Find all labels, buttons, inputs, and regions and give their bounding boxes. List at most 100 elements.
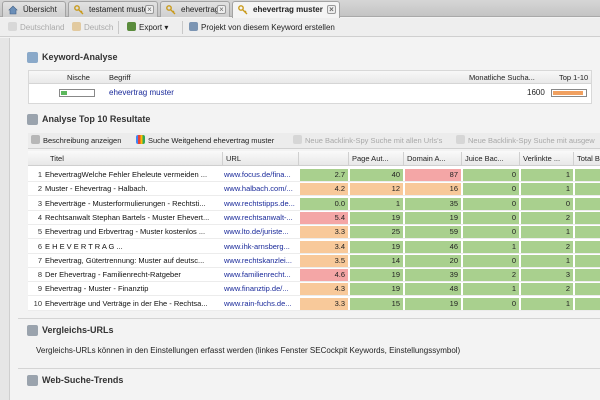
- result-url[interactable]: www.rechtstipps.de...: [224, 198, 295, 208]
- verlinkte-cell: 1: [521, 183, 573, 196]
- juice-backlinks-cell: 0: [463, 169, 519, 181]
- results-table: Titel URL ➚ mozRank Page Aut... Domain A…: [28, 151, 600, 311]
- google-icon: [136, 135, 145, 144]
- mozrank-cell: 3.3: [300, 226, 348, 239]
- flag-icon: [72, 22, 81, 31]
- page-authority-cell: 14: [350, 254, 403, 267]
- result-title: Eheverträge - Musterformulierungen - Rec…: [45, 198, 206, 208]
- result-url[interactable]: www.rechtsanwalt-...: [224, 212, 293, 222]
- juice-backlinks-cell: 0: [463, 211, 519, 224]
- col-page-authority[interactable]: Page Aut...: [352, 154, 389, 163]
- table-row[interactable]: 7 Ehevertrag, Gütertrennung: Muster auf d…: [28, 253, 600, 268]
- beschreibung-button[interactable]: Beschreibung anzeigen: [31, 135, 121, 147]
- juice-backlinks-cell: 2: [463, 269, 519, 282]
- deutsch-button[interactable]: Deutsch: [72, 21, 113, 34]
- tab-bar: Übersicht testament muster × ehevertrag …: [0, 0, 600, 18]
- result-url[interactable]: www.rechtskanzlei...: [224, 255, 292, 265]
- mozrank-cell: 3.4: [300, 240, 348, 253]
- backlink-spy-selected-button[interactable]: Neue Backlink-Spy Suche mit ausgew: [456, 135, 600, 147]
- backlink-spy-all-button[interactable]: Neue Backlink-Spy Suche mit allen Urls's: [293, 135, 442, 147]
- row-number: 8: [37, 270, 42, 280]
- projekt-label: Projekt von diesem Keyword erstellen: [201, 23, 335, 32]
- result-url[interactable]: www.ihk-arnsberg...: [224, 241, 290, 251]
- mozrank-cell: 2.7: [300, 169, 348, 181]
- column-divider: [573, 152, 574, 165]
- chevron-down-icon: ▾: [164, 23, 169, 32]
- monatliche-value: 1600: [527, 88, 545, 97]
- col-titel[interactable]: Titel: [50, 154, 64, 163]
- page-authority-cell: 19: [350, 240, 403, 253]
- tab-ehevertrag[interactable]: ehevertrag ×: [160, 1, 230, 17]
- juice-backlinks-cell: 1: [463, 240, 519, 253]
- tab-testament-muster[interactable]: testament muster ×: [68, 1, 158, 17]
- key-icon: [74, 5, 84, 15]
- export-label: Export: [139, 23, 163, 32]
- section-divider: [18, 318, 600, 319]
- deutschland-button[interactable]: Deutschland: [8, 21, 64, 34]
- total-backlinks-cell: [575, 169, 600, 181]
- result-url[interactable]: www.halbach.com/...: [224, 184, 293, 194]
- col-domain-authority[interactable]: Domain A...: [407, 154, 446, 163]
- table-row[interactable]: 8 Der Ehevertrag - Familienrecht-Ratgeber…: [28, 267, 600, 283]
- total-backlinks-cell: [575, 240, 600, 253]
- result-title: Der Ehevertrag - Familienrecht-Ratgeber: [45, 270, 181, 280]
- begriff-value[interactable]: ehevertrag muster: [109, 88, 174, 97]
- col-verlinkte[interactable]: Verlinkte ...: [523, 154, 561, 163]
- col-total-backlinks[interactable]: Total B: [577, 154, 600, 163]
- projekt-erstellen-button[interactable]: Projekt von diesem Keyword erstellen: [189, 21, 335, 34]
- keyword-table: Nische Begriff Monatliche Sucha... Top 1…: [28, 70, 592, 104]
- nische-bar: [59, 89, 95, 97]
- result-url[interactable]: www.finanztip.de/...: [224, 284, 289, 294]
- col-begriff[interactable]: Begriff: [109, 73, 131, 82]
- backlink1-label: Neue Backlink-Spy Suche mit allen Urls's: [305, 136, 443, 145]
- column-divider: [222, 152, 223, 165]
- tab-ehevertrag-muster[interactable]: ehevertrag muster ×: [232, 1, 340, 18]
- table-row[interactable]: 4 Rechtsanwalt Stephan Bartels - Muster E…: [28, 210, 600, 225]
- close-icon[interactable]: ×: [145, 5, 154, 14]
- toolbar-divider: [182, 21, 183, 34]
- table-row[interactable]: 10 Eheverträge und Verträge in der Ehe - …: [28, 296, 600, 311]
- col-monatliche[interactable]: Monatliche Sucha...: [469, 73, 535, 82]
- domain-authority-cell: 19: [405, 211, 461, 224]
- col-top[interactable]: Top 1-10: [559, 73, 589, 82]
- link-icon: [293, 135, 302, 144]
- domain-authority-cell: 87: [405, 169, 461, 181]
- close-icon[interactable]: ×: [217, 5, 226, 14]
- key-icon: [166, 5, 176, 15]
- col-nische[interactable]: Nische: [67, 73, 90, 82]
- result-url[interactable]: www.rain-fuchs.de...: [224, 298, 292, 308]
- result-url[interactable]: www.focus.de/fina...: [224, 170, 291, 179]
- col-url[interactable]: URL: [226, 154, 242, 163]
- total-backlinks-cell: [575, 269, 600, 282]
- domain-authority-cell: 20: [405, 254, 461, 267]
- table-row[interactable]: 2 Muster - Ehevertrag - Halbach. www.halba…: [28, 181, 600, 197]
- close-icon[interactable]: ×: [327, 5, 336, 14]
- tab-label: ehevertrag: [181, 5, 220, 14]
- total-backlinks-cell: [575, 297, 600, 310]
- tab-label: testament muster: [89, 5, 151, 14]
- juice-backlinks-cell: 0: [463, 183, 519, 196]
- col-juice-backlinks[interactable]: Juice Bac...: [465, 154, 504, 163]
- verlinkte-cell: 2: [521, 211, 573, 224]
- export-button[interactable]: Export ▾: [127, 21, 168, 34]
- row-number: 6: [37, 241, 42, 251]
- deutsch-label: Deutsch: [84, 23, 114, 32]
- table-row[interactable]: 1 EhevertragWelche Fehler Eheleute vermei…: [28, 167, 600, 182]
- keyword-analyse-icon: [27, 52, 38, 63]
- table-row[interactable]: 3 Eheverträge - Musterformulierungen - Re…: [28, 196, 600, 211]
- domain-authority-cell: 35: [405, 197, 461, 210]
- domain-authority-cell: 59: [405, 226, 461, 239]
- table-row[interactable]: 5 Ehevertrag und Erbvertrag - Muster kost…: [28, 224, 600, 240]
- tab-uebersicht[interactable]: Übersicht: [2, 1, 66, 17]
- suche-weitgehend-button[interactable]: Suche Weitgehend ehevertrag muster: [136, 135, 274, 147]
- row-number: 9: [37, 284, 42, 294]
- link-icon: [456, 135, 465, 144]
- table-row[interactable]: 9 Ehevertrag - Muster - Finanztip www.fina…: [28, 281, 600, 297]
- result-url[interactable]: www.familienrecht...: [224, 270, 291, 280]
- result-title: Eheverträge und Verträge in der Ehe - Re…: [45, 298, 208, 308]
- page-authority-cell: 12: [350, 183, 403, 196]
- row-number: 10: [33, 298, 42, 308]
- result-url[interactable]: www.lto.de/juriste...: [224, 227, 289, 237]
- mozrank-cell: 3.3: [300, 297, 348, 310]
